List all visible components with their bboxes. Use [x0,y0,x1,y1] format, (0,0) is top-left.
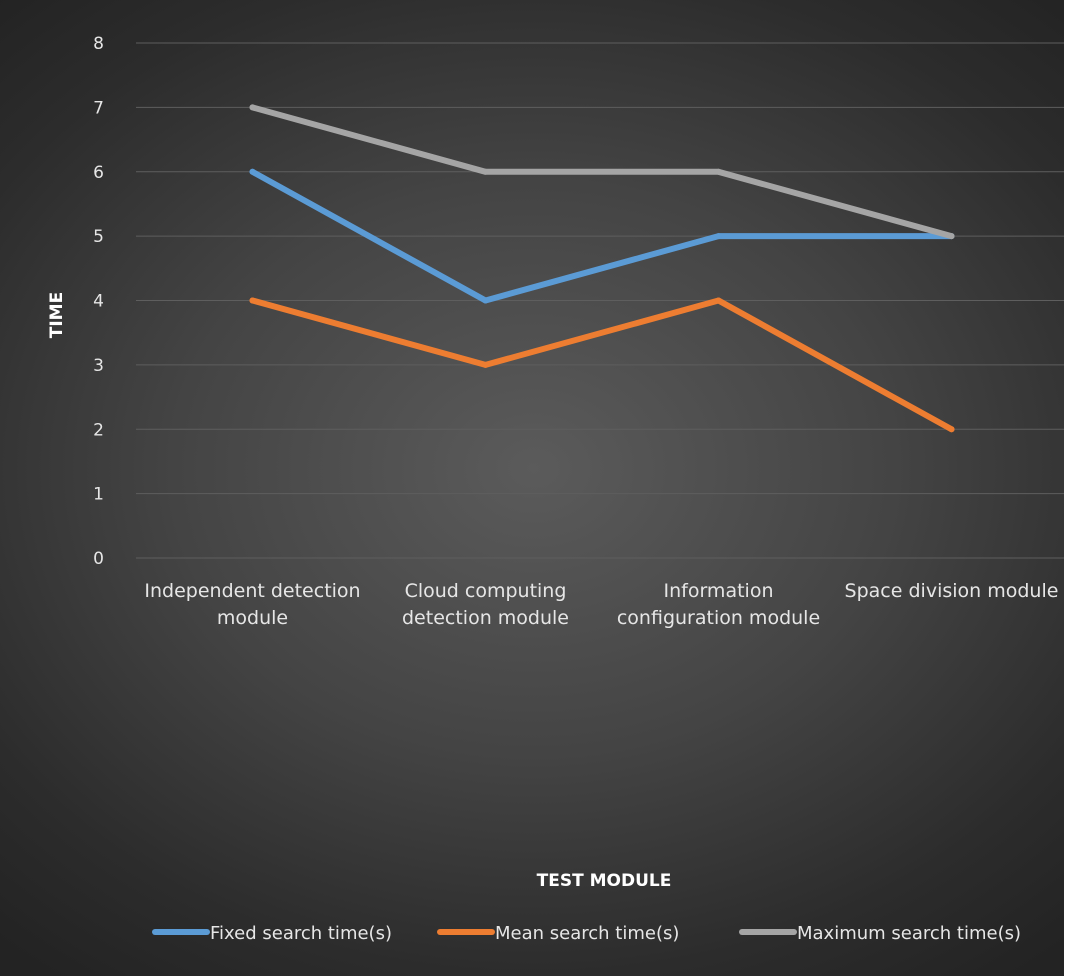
y-axis-title: TIME [47,292,67,338]
y-tick-label: 5 [93,227,104,247]
y-tick-label: 2 [93,420,104,440]
data-point [250,104,256,110]
y-tick-label: 1 [93,485,104,505]
y-tick-label: 6 [93,163,104,183]
data-point [949,233,955,239]
data-point [949,426,955,432]
data-point [716,298,722,304]
y-tick-label: 3 [93,356,104,376]
y-tick-label: 8 [93,34,104,54]
legend-label: Maximum search time(s) [797,923,1021,944]
data-point [716,233,722,239]
y-tick-label: 4 [93,292,104,312]
x-tick-label: Cloud computing detection module [402,580,569,629]
legend-label: Fixed search time(s) [210,923,392,944]
data-point [716,169,722,175]
gridlines [136,43,1068,558]
data-point [483,362,489,368]
legend: Fixed search time(s) Mean search time(s) M… [155,923,1021,944]
x-axis-title: TEST MODULE [537,871,672,891]
y-axis-tick-labels: 0 1 2 3 4 5 6 7 8 [93,34,104,569]
data-point [483,298,489,304]
data-point [250,298,256,304]
y-tick-label: 0 [93,549,104,569]
data-point [483,169,489,175]
legend-label: Mean search time(s) [495,923,679,944]
x-tick-label: Independent detection module [144,580,360,629]
series-lines [250,104,955,432]
data-point [250,169,256,175]
x-tick-label: Space division module [845,580,1059,602]
x-tick-label: Information configuration module [617,580,820,629]
y-tick-label: 7 [93,98,104,118]
x-axis-tick-labels: Independent detection module Cloud computi… [144,580,1058,629]
